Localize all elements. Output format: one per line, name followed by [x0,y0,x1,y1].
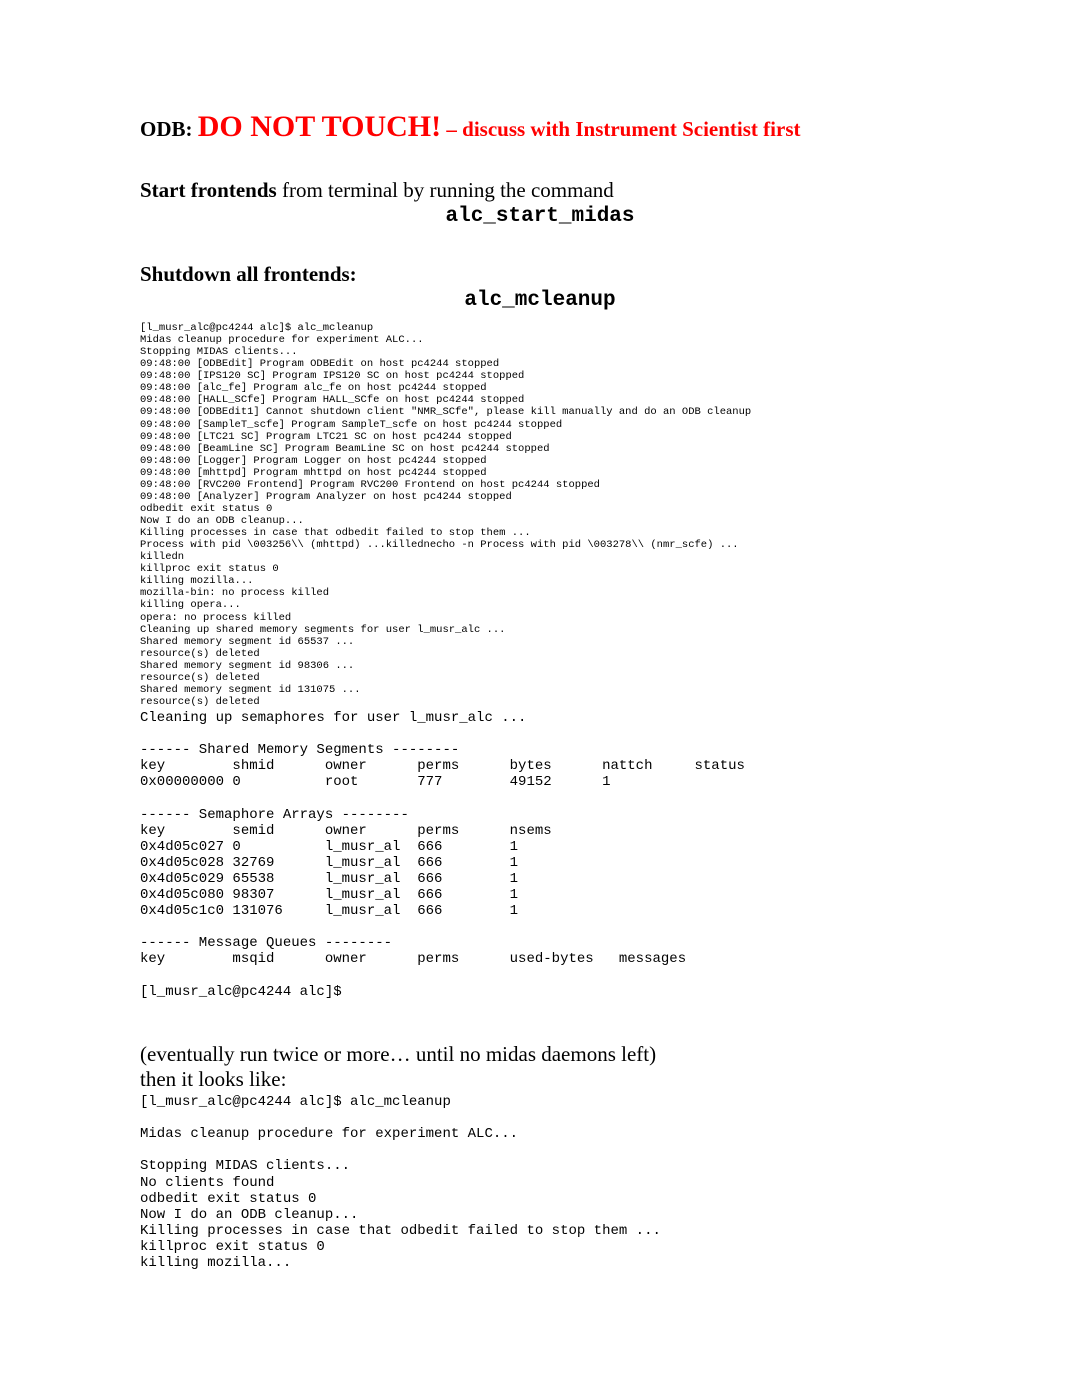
start-command: alc_start_midas [140,205,940,228]
rerun-note: (eventually run twice or more… until no … [140,1042,940,1092]
terminal-output-3: [l_musr_alc@pc4244 alc]$ alc_mcleanup Mi… [140,1094,940,1271]
start-frontends-section: Start frontends from terminal by running… [140,178,940,228]
odb-prefix: ODB: [140,117,198,141]
shutdown-section: Shutdown all frontends: alc_mcleanup [140,262,940,312]
terminal-output-2: Cleaning up semaphores for user l_musr_a… [140,710,940,1000]
rerun-note-line1: (eventually run twice or more… until no … [140,1042,940,1067]
odb-warning-line: ODB: DO NOT TOUCH! – discuss with Instru… [140,110,940,144]
odb-suffix: – discuss with Instrument Scientist firs… [441,117,800,141]
terminal-output-1: [l_musr_alc@pc4244 alc]$ alc_mcleanup Mi… [140,322,940,708]
shutdown-command: alc_mcleanup [140,289,940,312]
start-frontends-text: Start frontends from terminal by running… [140,178,940,203]
odb-alert: DO NOT TOUCH! [198,110,441,143]
shutdown-title: Shutdown all frontends: [140,262,940,287]
document-page: ODB: DO NOT TOUCH! – discuss with Instru… [0,0,1080,1271]
rerun-note-line2: then it looks like: [140,1067,940,1092]
start-frontends-label: Start frontends [140,178,277,202]
start-frontends-rest: from terminal by running the command [277,178,614,202]
